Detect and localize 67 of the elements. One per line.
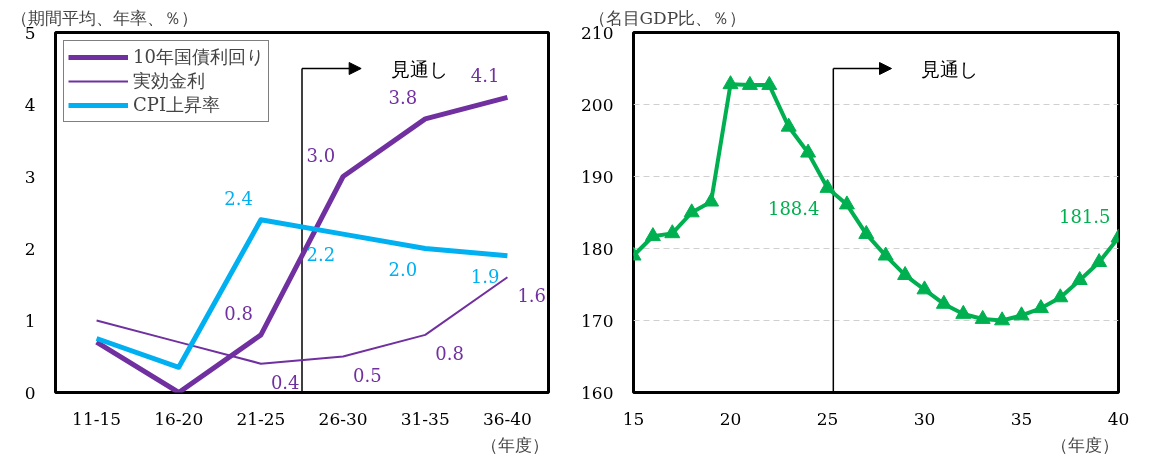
point: [800, 143, 817, 158]
point: [703, 192, 720, 207]
point: [780, 117, 797, 132]
y-tick-label: 160: [581, 382, 614, 403]
x-tick-label: 20: [719, 408, 742, 429]
y-tick-label: 200: [581, 94, 614, 115]
point: [683, 203, 700, 218]
legend-label: 10年国債利回り: [133, 45, 264, 69]
data-label: 2.4: [224, 187, 253, 209]
point: [935, 294, 952, 309]
data-label: 188.4: [767, 198, 820, 220]
data-label: 181.5: [1058, 205, 1111, 227]
x-tick-label: 15: [622, 408, 645, 429]
y-tick-label: 170: [581, 310, 614, 331]
point: [761, 75, 778, 90]
data-label: 1.9: [470, 265, 500, 287]
y-tick-label: 180: [581, 238, 614, 259]
data-label: 0.4: [270, 371, 300, 393]
x-tick-label: 35: [1010, 408, 1033, 429]
point: [741, 75, 758, 90]
point: [644, 227, 661, 242]
x-tick-label: 25: [816, 408, 839, 429]
x-axis-title: （年度）: [1050, 434, 1119, 455]
data-label: 1.6: [517, 285, 547, 307]
point: [916, 280, 933, 295]
y-tick-label: 1: [24, 310, 36, 331]
x-tick-label: 21-25: [236, 408, 286, 429]
x-tick-label: 16-20: [154, 408, 204, 429]
point: [897, 265, 914, 280]
x-tick-label: 31-35: [400, 408, 450, 429]
y-tick-label: 4: [24, 94, 36, 115]
x-axis-title: （年度）: [480, 434, 549, 455]
data-label: 3.8: [388, 86, 418, 108]
y-tick-label: 2: [24, 238, 36, 259]
annotation: 見通し: [390, 57, 448, 80]
data-label: 4.1: [470, 65, 500, 87]
data-label: 3.0: [306, 144, 336, 166]
x-tick-label: 11-15: [72, 408, 122, 429]
y-tick-label: 3: [24, 166, 36, 187]
legend-label: 実効金利: [133, 69, 205, 93]
x-tick-label: 40: [1107, 408, 1130, 429]
x-tick-label: 36-40: [482, 408, 532, 429]
point: [1052, 288, 1069, 303]
data-label: 0.8: [224, 302, 253, 324]
point: [858, 224, 875, 239]
x-tick-label: 30: [913, 408, 936, 429]
point: [1071, 271, 1088, 286]
y-tick-label: 0: [24, 382, 36, 403]
point: [877, 246, 894, 261]
point: [1032, 299, 1049, 314]
point: [722, 75, 739, 90]
point: [819, 178, 836, 193]
data-label: 0.8: [435, 342, 464, 364]
point: [974, 309, 991, 324]
point: [955, 304, 972, 319]
point: [994, 311, 1011, 326]
point: [1013, 306, 1030, 321]
x-tick-label: 26-30: [318, 408, 368, 429]
y-tick-label: 190: [581, 166, 614, 187]
point: [1091, 253, 1108, 268]
data-label: 2.0: [388, 258, 418, 280]
point: [838, 195, 855, 210]
ref-line-label: 見通し: [920, 57, 978, 80]
data-label: 2.2: [306, 244, 336, 266]
legend-label: CPI上昇率: [133, 93, 220, 117]
point: [664, 224, 681, 239]
data-label: 0.5: [353, 364, 382, 386]
